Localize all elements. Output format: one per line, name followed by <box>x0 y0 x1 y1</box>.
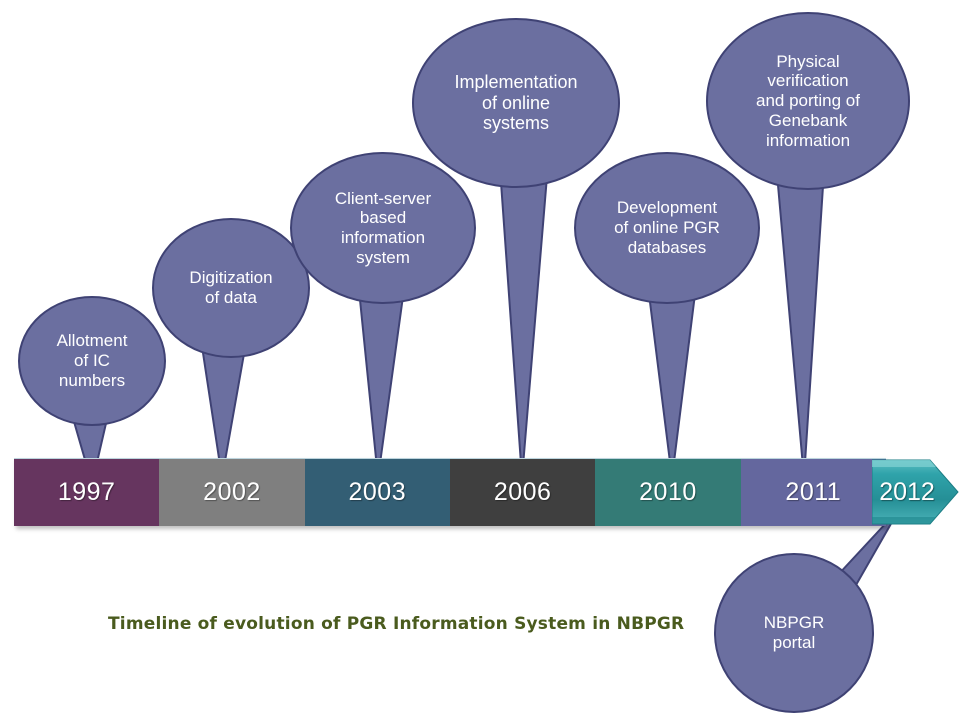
callout-2010-label: Development of online PGR databases <box>614 198 720 257</box>
timeline-year-2002: 2002 <box>203 478 261 506</box>
timeline-segment-2002[interactable]: 2002 <box>159 459 305 526</box>
arrow-icon <box>871 459 959 525</box>
callout-2006[interactable]: Implementation of online systems <box>412 18 620 188</box>
timeline-segment-2006[interactable]: 2006 <box>449 459 596 526</box>
timeline-year-1997: 1997 <box>57 478 116 506</box>
timeline-year-2003: 2003 <box>348 478 407 506</box>
callout-2002[interactable]: Digitization of data <box>152 218 310 358</box>
callout-2006-label: Implementation of online systems <box>454 71 578 134</box>
callout-1997-label: Allotment of IC numbers <box>56 331 128 390</box>
timeline-year-2006: 2006 <box>493 478 552 506</box>
timeline-year-2011: 2011 <box>785 478 842 506</box>
timeline-bar: 1997 2002 2003 2006 2010 2011 <box>14 458 886 526</box>
callout-2002-label: Digitization of data <box>189 268 273 307</box>
timeline-segment-2011[interactable]: 2011 <box>740 459 886 526</box>
callout-tail-2011 <box>773 139 827 479</box>
callout-2003[interactable]: Client-server based information system <box>290 152 476 304</box>
callout-2011-label: Physical verification and porting of Gen… <box>756 51 860 150</box>
timeline-segment-2012[interactable]: 2012 <box>871 456 960 528</box>
callout-2003-label: Client-server based information system <box>334 188 432 267</box>
diagram-caption: Timeline of evolution of PGR Information… <box>108 614 685 634</box>
callout-2012-label: NBPGR portal <box>763 613 825 652</box>
callout-2012[interactable]: NBPGR portal <box>714 553 874 713</box>
callout-1997[interactable]: Allotment of IC numbers <box>18 296 166 426</box>
callout-2011[interactable]: Physical verification and porting of Gen… <box>706 12 910 190</box>
timeline-segment-2010[interactable]: 2010 <box>595 459 741 526</box>
callout-2010[interactable]: Development of online PGR databases <box>574 152 760 304</box>
timeline-year-2010: 2010 <box>639 478 697 506</box>
timeline-segment-2003[interactable]: 2003 <box>304 459 450 526</box>
timeline-segment-1997[interactable]: 1997 <box>14 459 160 526</box>
